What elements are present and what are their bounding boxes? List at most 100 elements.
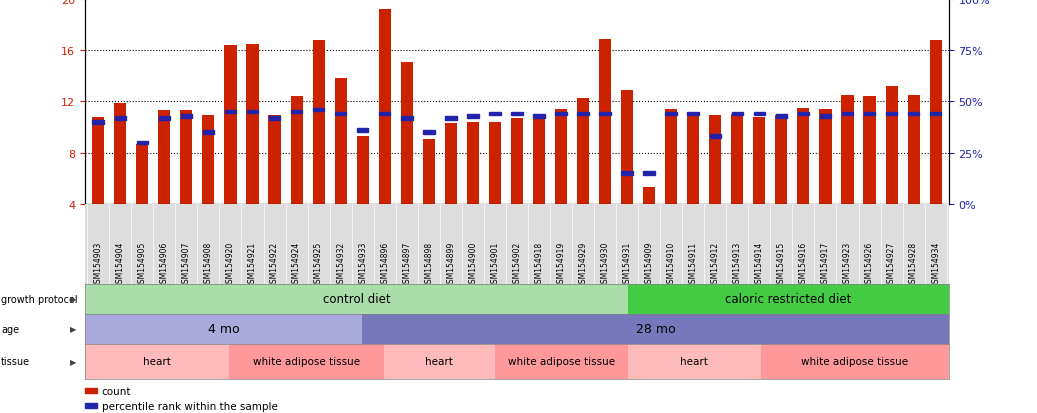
Bar bbox=[842, 113, 853, 116]
Bar bbox=[225, 111, 236, 114]
Bar bbox=[379, 10, 391, 204]
Bar bbox=[247, 111, 258, 114]
Bar bbox=[688, 113, 699, 116]
Bar bbox=[731, 113, 744, 116]
Bar bbox=[886, 113, 897, 116]
Bar bbox=[599, 40, 611, 204]
Text: heart: heart bbox=[680, 356, 708, 366]
Bar bbox=[578, 113, 589, 116]
Bar bbox=[488, 123, 501, 204]
Bar bbox=[269, 116, 281, 204]
Bar bbox=[247, 45, 258, 204]
Bar bbox=[665, 110, 677, 204]
Bar bbox=[114, 117, 127, 120]
Bar bbox=[841, 96, 853, 204]
Bar bbox=[864, 113, 875, 116]
Bar bbox=[643, 172, 655, 176]
Bar bbox=[290, 97, 303, 204]
Bar bbox=[467, 115, 479, 118]
Text: tissue: tissue bbox=[1, 356, 30, 366]
Bar bbox=[819, 115, 832, 118]
Bar bbox=[495, 344, 627, 379]
Bar bbox=[819, 110, 832, 204]
Bar bbox=[202, 116, 215, 204]
Bar bbox=[269, 117, 280, 120]
Bar bbox=[533, 115, 544, 118]
Bar bbox=[754, 113, 765, 116]
Bar bbox=[362, 314, 949, 344]
Bar bbox=[907, 96, 920, 204]
Text: ▶: ▶ bbox=[71, 294, 77, 304]
Bar bbox=[907, 113, 920, 116]
Bar bbox=[357, 129, 368, 133]
Bar bbox=[731, 115, 744, 204]
Bar bbox=[930, 113, 942, 116]
Bar bbox=[511, 119, 523, 204]
Text: age: age bbox=[1, 324, 19, 334]
Bar bbox=[401, 117, 413, 120]
Bar bbox=[577, 98, 589, 204]
Text: heart: heart bbox=[143, 356, 171, 366]
Bar bbox=[159, 111, 170, 204]
Bar bbox=[886, 87, 898, 204]
Bar bbox=[423, 131, 435, 135]
Bar bbox=[643, 188, 655, 204]
Text: white adipose tissue: white adipose tissue bbox=[802, 356, 908, 366]
Bar bbox=[621, 172, 633, 176]
Text: ▶: ▶ bbox=[71, 325, 77, 334]
Bar bbox=[357, 137, 369, 204]
Bar bbox=[202, 131, 215, 135]
Bar bbox=[776, 116, 787, 204]
Bar bbox=[290, 111, 303, 114]
Bar bbox=[400, 62, 413, 204]
Bar bbox=[533, 115, 545, 204]
Text: white adipose tissue: white adipose tissue bbox=[253, 356, 360, 366]
Bar bbox=[180, 115, 192, 118]
Text: ▶: ▶ bbox=[71, 357, 77, 366]
Bar bbox=[511, 113, 523, 116]
Bar bbox=[688, 116, 699, 204]
Bar bbox=[445, 124, 457, 204]
Bar bbox=[929, 41, 942, 204]
Bar bbox=[666, 113, 677, 116]
Bar bbox=[709, 135, 721, 139]
Bar bbox=[709, 116, 722, 204]
Bar bbox=[180, 111, 193, 204]
Bar bbox=[753, 117, 765, 204]
Bar bbox=[379, 113, 391, 116]
Text: heart: heart bbox=[425, 356, 453, 366]
Bar bbox=[760, 344, 949, 379]
Text: white adipose tissue: white adipose tissue bbox=[508, 356, 615, 366]
Bar bbox=[85, 314, 362, 344]
Bar bbox=[335, 79, 346, 204]
Text: control diet: control diet bbox=[323, 293, 390, 306]
Bar bbox=[445, 117, 456, 120]
Bar bbox=[621, 90, 634, 204]
Bar bbox=[776, 115, 787, 118]
Bar bbox=[797, 109, 810, 204]
Bar bbox=[467, 123, 479, 204]
Bar bbox=[159, 117, 170, 120]
Text: growth protocol: growth protocol bbox=[1, 294, 78, 304]
Bar bbox=[136, 144, 148, 204]
Bar bbox=[85, 344, 229, 379]
Bar bbox=[423, 139, 435, 204]
Bar bbox=[137, 141, 148, 145]
Bar bbox=[555, 113, 567, 116]
Bar bbox=[384, 344, 495, 379]
Text: 28 mo: 28 mo bbox=[636, 323, 675, 335]
Bar bbox=[312, 41, 325, 204]
Bar bbox=[335, 113, 346, 116]
Bar bbox=[599, 113, 611, 116]
Bar bbox=[224, 46, 236, 204]
Bar bbox=[85, 284, 627, 314]
Text: caloric restricted diet: caloric restricted diet bbox=[725, 293, 851, 306]
Text: percentile rank within the sample: percentile rank within the sample bbox=[102, 401, 278, 411]
Text: 4 mo: 4 mo bbox=[207, 323, 240, 335]
Bar bbox=[797, 113, 809, 116]
Bar bbox=[114, 103, 127, 204]
Bar bbox=[555, 110, 567, 204]
Bar bbox=[229, 344, 384, 379]
Bar bbox=[627, 344, 760, 379]
Bar bbox=[313, 109, 325, 112]
